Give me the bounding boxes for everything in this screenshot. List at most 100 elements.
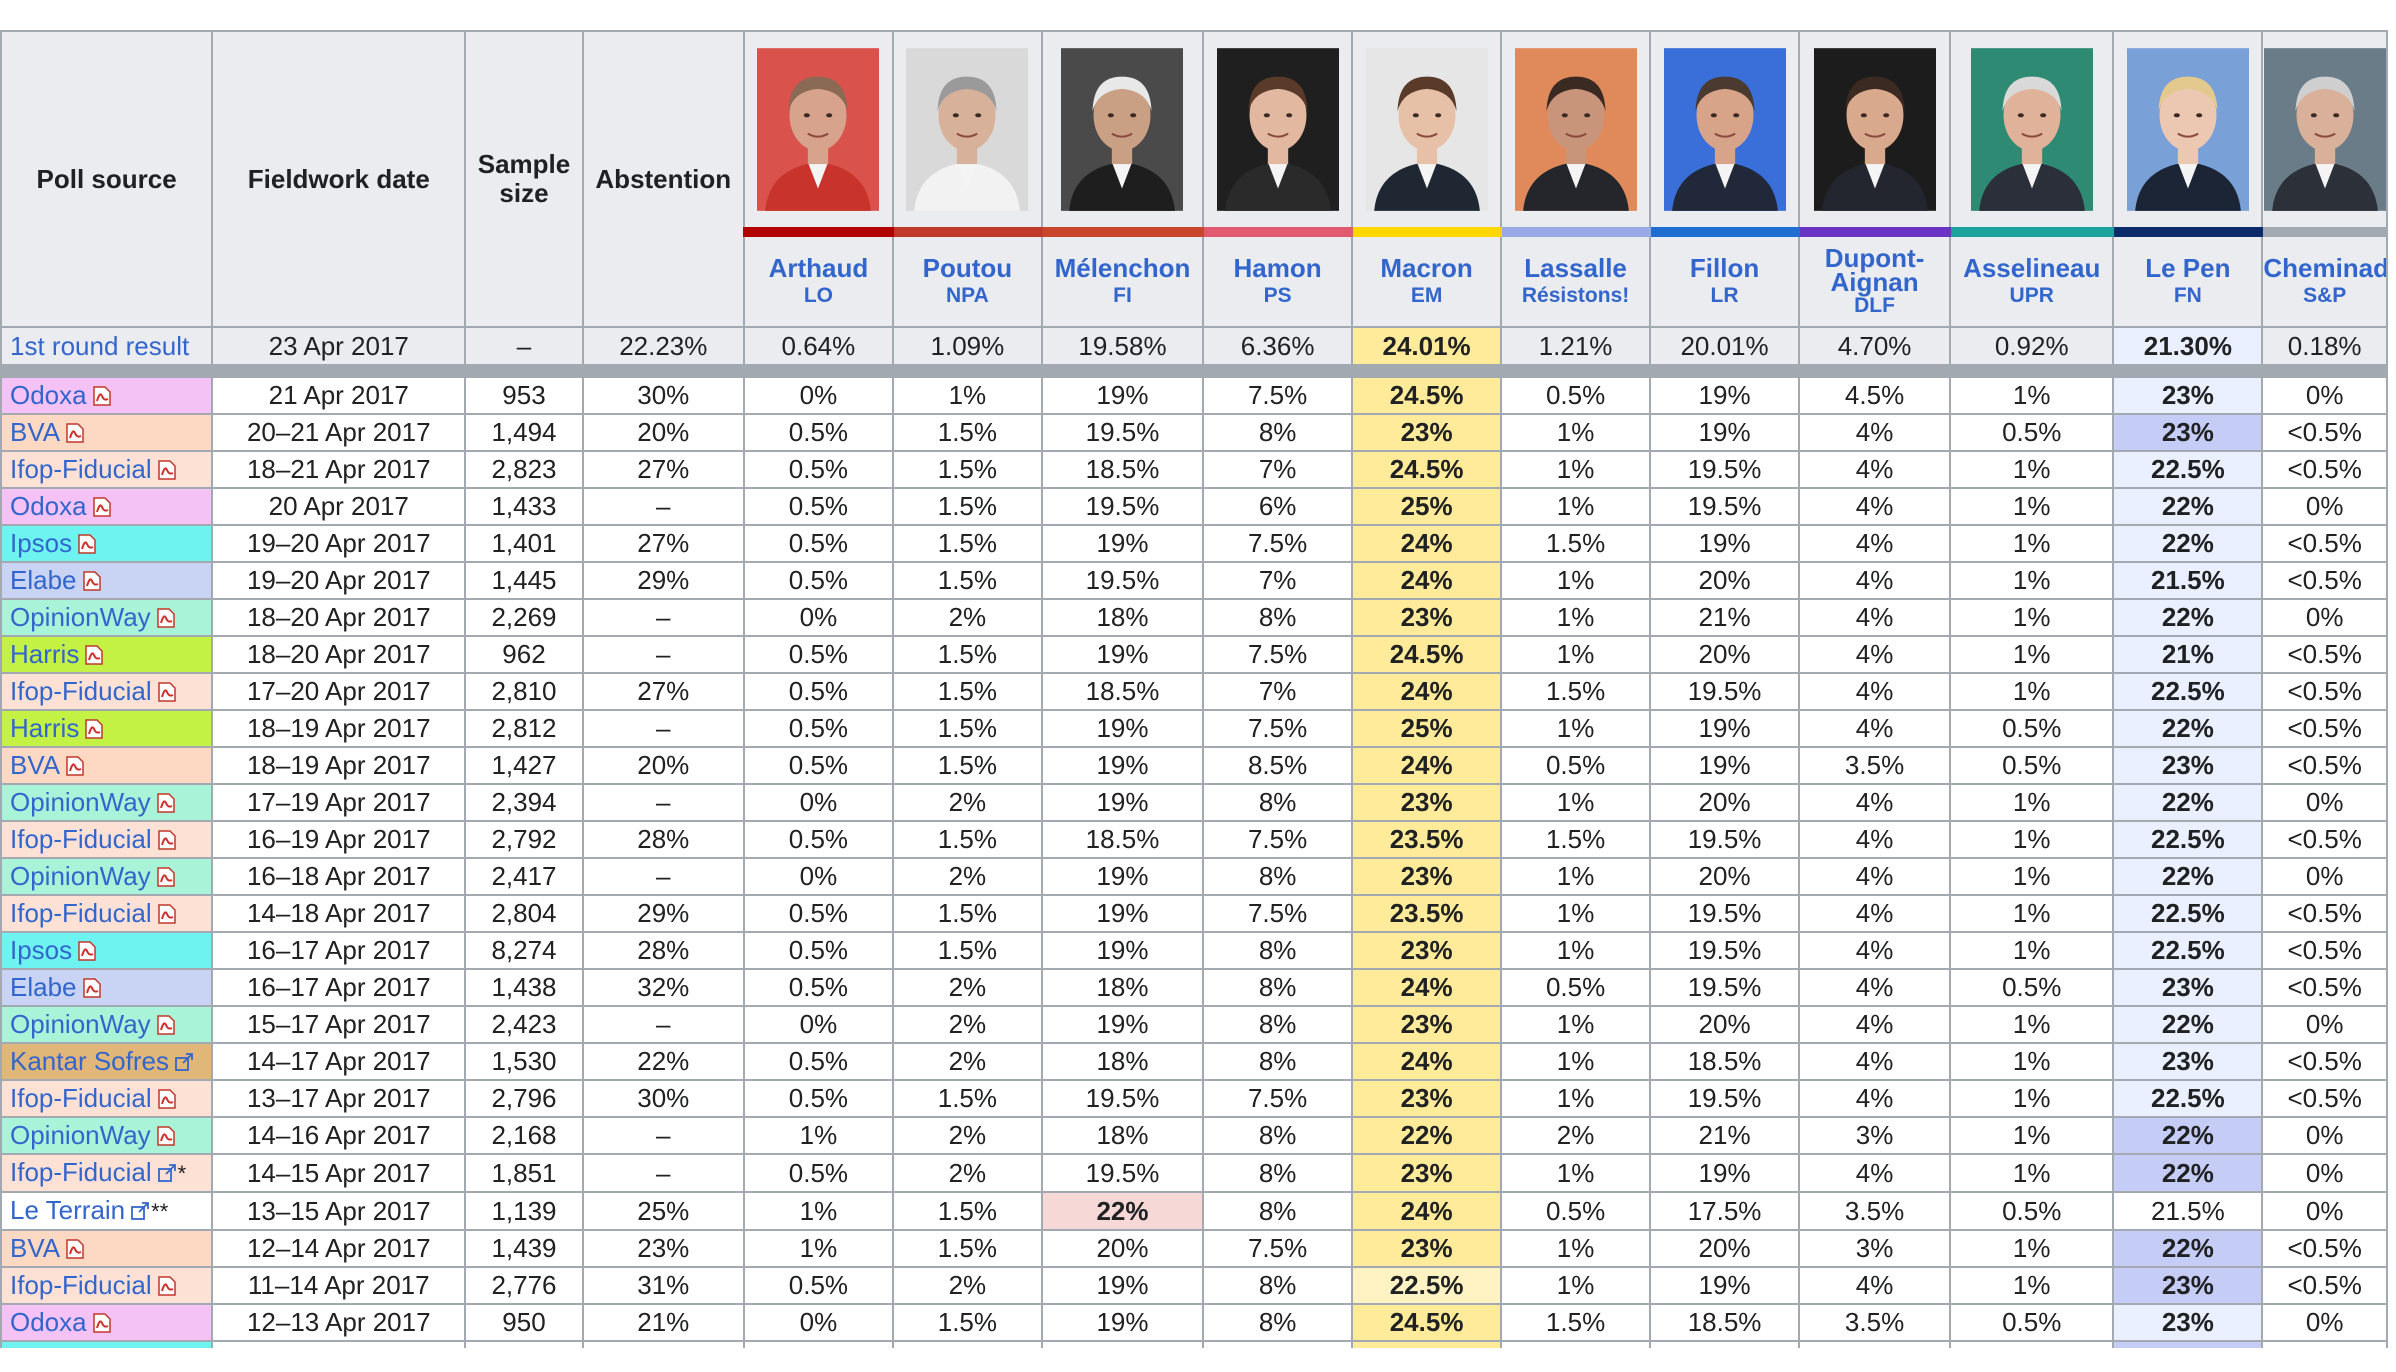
candidate-name[interactable]: Fillon bbox=[1689, 252, 1760, 283]
candidate-name[interactable]: Poutou bbox=[922, 252, 1013, 283]
candidate-party[interactable]: DLF bbox=[1854, 293, 1895, 317]
poll-source-link[interactable]: OpinionWay bbox=[10, 787, 151, 817]
poll-source-link[interactable]: Ifop-Fiducial bbox=[10, 1083, 152, 1113]
poll-source[interactable]: Elabe bbox=[0, 968, 214, 1007]
poll-source-link[interactable]: Ifop-Fiducial bbox=[10, 824, 152, 854]
poll-source[interactable]: OpinionWay bbox=[0, 783, 214, 822]
poll-source[interactable]: Harris bbox=[0, 635, 214, 674]
poll-source-link[interactable]: OpinionWay bbox=[10, 602, 151, 632]
poll-source[interactable]: BVA bbox=[0, 413, 214, 452]
poll-source-link[interactable]: OpinionWay bbox=[10, 861, 151, 891]
candidate-header-dupont-aignan[interactable]: Dupont-Aignan DLF bbox=[1798, 227, 1952, 328]
candidate-name[interactable]: Dupont-Aignan bbox=[1824, 242, 1925, 297]
poll-source[interactable]: Odoxa bbox=[0, 376, 214, 415]
candidate-header-arthaud[interactable]: Arthaud LO bbox=[742, 227, 894, 328]
poll-source-link[interactable]: Ipsos bbox=[10, 528, 73, 558]
candidate-party[interactable]: FI bbox=[1113, 283, 1132, 307]
poll-source-link[interactable]: Ipsos bbox=[10, 935, 73, 965]
candidate-party[interactable]: UPR bbox=[2009, 283, 2054, 307]
poll-source[interactable]: Ifop-Fiducial bbox=[0, 450, 214, 489]
poll-source-link[interactable]: Harris bbox=[10, 639, 80, 669]
candidate-name[interactable]: Asselineau bbox=[1963, 252, 2101, 283]
poll-source[interactable]: OpinionWay bbox=[0, 1005, 214, 1044]
poll-value: 24.5% bbox=[1351, 1303, 1503, 1342]
poll-source[interactable]: Kantar Sofres bbox=[0, 1042, 214, 1081]
candidate-party[interactable]: Résistons! bbox=[1521, 283, 1630, 307]
photo-cell-hamon bbox=[1202, 30, 1354, 233]
poll-source[interactable]: Odoxa bbox=[0, 1303, 214, 1342]
poll-source[interactable]: BVA bbox=[0, 746, 214, 785]
poll-value: 19.5% bbox=[1649, 968, 1801, 1007]
poll-source[interactable]: OpinionWay bbox=[0, 857, 214, 896]
poll-abstention: – bbox=[581, 487, 745, 526]
candidate-name[interactable]: Arthaud bbox=[768, 252, 869, 283]
poll-source[interactable]: BVA bbox=[0, 1229, 214, 1268]
poll-source-link[interactable]: Ifop-Fiducial bbox=[10, 1270, 152, 1300]
poll-source-link[interactable]: Odoxa bbox=[10, 1307, 87, 1337]
candidate-party[interactable]: EM bbox=[1410, 283, 1443, 307]
candidate-header-hamon[interactable]: Hamon PS bbox=[1202, 227, 1354, 328]
poll-source-link[interactable]: BVA bbox=[10, 750, 61, 780]
poll-source[interactable]: Harris bbox=[0, 709, 214, 748]
pdf-icon bbox=[157, 682, 176, 702]
candidate-name[interactable]: Mélenchon bbox=[1054, 252, 1191, 283]
poll-source[interactable]: Ifop-Fiducial * bbox=[0, 1153, 214, 1193]
candidate-name[interactable]: Cheminade bbox=[2263, 252, 2385, 283]
poll-source[interactable]: Odoxa bbox=[0, 487, 214, 526]
poll-source-link[interactable]: Ifop-Fiducial bbox=[10, 898, 152, 928]
poll-value: 0.5% bbox=[742, 413, 894, 452]
result-source[interactable]: 1st round result bbox=[0, 326, 214, 366]
candidate-header-le-pen[interactable]: Le Pen FN bbox=[2112, 227, 2264, 328]
poll-source[interactable]: Ifop-Fiducial bbox=[0, 1266, 214, 1305]
poll-source-link[interactable]: OpinionWay bbox=[10, 1009, 151, 1039]
poll-source[interactable]: OpinionWay bbox=[0, 598, 214, 637]
candidate-name[interactable]: Hamon bbox=[1233, 252, 1322, 283]
poll-value: 4% bbox=[1798, 561, 1952, 600]
candidate-party[interactable]: NPA bbox=[945, 283, 989, 307]
poll-source[interactable]: Ifop-Fiducial bbox=[0, 820, 214, 859]
candidate-name[interactable]: Lassalle bbox=[1524, 252, 1627, 283]
poll-source-link[interactable]: Elabe bbox=[10, 972, 77, 1002]
candidate-header-lassalle[interactable]: Lassalle Résistons! bbox=[1500, 227, 1652, 328]
poll-source-link[interactable]: Odoxa bbox=[10, 380, 87, 410]
poll-abstention: – bbox=[581, 709, 745, 748]
poll-source-link[interactable]: Ifop-Fiducial bbox=[10, 676, 152, 706]
poll-source[interactable]: Ifop-Fiducial bbox=[0, 1079, 214, 1118]
poll-source-link[interactable]: BVA bbox=[10, 1233, 61, 1263]
poll-value: 1% bbox=[1949, 598, 2115, 637]
poll-date: 19–20 Apr 2017 bbox=[211, 561, 467, 600]
candidate-party[interactable]: LO bbox=[803, 283, 833, 307]
poll-source-link[interactable]: Odoxa bbox=[10, 491, 87, 521]
candidate-header-asselineau[interactable]: Asselineau UPR bbox=[1949, 227, 2115, 328]
poll-source-link[interactable]: OpinionWay bbox=[10, 1120, 151, 1150]
candidate-header-m-lenchon[interactable]: Mélenchon FI bbox=[1040, 227, 1205, 328]
poll-source[interactable]: Ifop-Fiducial bbox=[0, 894, 214, 933]
poll-source-link[interactable]: Elabe bbox=[10, 565, 77, 595]
poll-source[interactable]: OpinionWay bbox=[0, 1116, 214, 1155]
candidate-header-macron[interactable]: Macron EM bbox=[1351, 227, 1503, 328]
poll-source[interactable]: Ipsos bbox=[0, 931, 214, 970]
candidate-party[interactable]: PS bbox=[1263, 283, 1292, 307]
poll-source[interactable]: Ifop-Fiducial bbox=[0, 672, 214, 711]
poll-source[interactable]: Ipsos bbox=[0, 524, 214, 563]
candidate-party[interactable]: S&P bbox=[2303, 283, 2347, 307]
poll-source[interactable]: Elabe bbox=[0, 561, 214, 600]
poll-source-link[interactable]: BVA bbox=[10, 417, 61, 447]
poll-source-link[interactable]: Kantar Sofres bbox=[10, 1046, 169, 1076]
poll-source-link[interactable]: Le Terrain bbox=[10, 1195, 126, 1225]
poll-value: <0.5% bbox=[2261, 709, 2388, 748]
poll-value: <0.5% bbox=[2261, 1042, 2388, 1081]
poll-date: 16–17 Apr 2017 bbox=[211, 931, 467, 970]
candidate-header-fillon[interactable]: Fillon LR bbox=[1649, 227, 1801, 328]
candidate-name[interactable]: Macron bbox=[1380, 252, 1473, 283]
poll-source[interactable]: Le Terrain ** bbox=[0, 1191, 214, 1231]
poll-source-link[interactable]: Ifop-Fiducial bbox=[10, 1157, 152, 1187]
candidate-party[interactable]: LR bbox=[1710, 283, 1739, 307]
candidate-name[interactable]: Le Pen bbox=[2145, 252, 2231, 283]
poll-source-link[interactable]: Harris bbox=[10, 713, 80, 743]
candidate-header-cheminade[interactable]: CheminadeS&P bbox=[2261, 227, 2388, 328]
candidate-header-poutou[interactable]: Poutou NPA bbox=[891, 227, 1043, 328]
photo-cell-macron bbox=[1351, 30, 1503, 233]
candidate-party[interactable]: FN bbox=[2173, 283, 2202, 307]
poll-source-link[interactable]: Ifop-Fiducial bbox=[10, 454, 152, 484]
